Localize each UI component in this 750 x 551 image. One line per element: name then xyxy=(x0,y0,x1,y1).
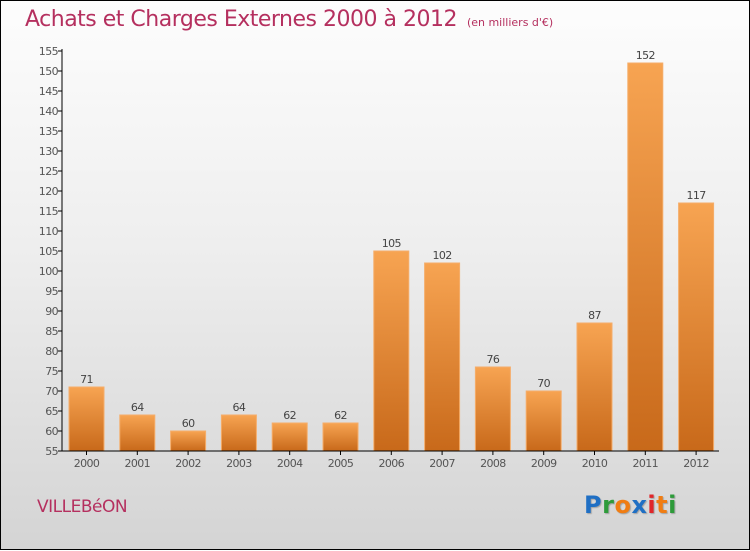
logo-letter-2: o xyxy=(614,491,632,519)
x-tick-label-2010: 2010 xyxy=(582,457,608,470)
value-label-2008: 76 xyxy=(486,353,499,366)
y-tick-label-80: 80 xyxy=(45,345,58,358)
logo-letter-5: t xyxy=(656,491,669,519)
bar-2008 xyxy=(474,366,511,452)
y-tick-label-150: 150 xyxy=(39,65,59,78)
y-tick-label-145: 145 xyxy=(39,85,59,98)
y-tick-label-90: 90 xyxy=(45,305,58,318)
chart-unit-label: (en milliers d'€) xyxy=(466,16,554,29)
bar-2010 xyxy=(576,322,613,452)
y-tick-label-65: 65 xyxy=(45,405,58,418)
bar-2007 xyxy=(424,262,461,452)
y-axis: 55 60 65 70 75 80 85 90 95 100 105 110 115 120 125 130 1… xyxy=(39,45,63,458)
bar-2005 xyxy=(322,422,359,452)
bar-2004 xyxy=(271,422,308,452)
value-label-2006: 105 xyxy=(382,237,402,250)
y-tick-label-135: 135 xyxy=(39,125,59,138)
x-tick-label-2005: 2005 xyxy=(328,457,354,470)
x-tick-label-2001: 2001 xyxy=(124,457,150,470)
logo-letter-6: i xyxy=(668,491,677,519)
y-tick-label-130: 130 xyxy=(39,145,59,158)
bar-2000 xyxy=(68,386,105,452)
y-tick-label-85: 85 xyxy=(45,325,58,338)
y-tick-label-155: 155 xyxy=(39,45,59,58)
chart-title-text: Achats et Charges Externes 2000 à 2012 xyxy=(25,7,457,32)
y-tick-label-70: 70 xyxy=(45,385,58,398)
commune-name: VILLEBéON xyxy=(37,497,128,517)
x-tick-label-2008: 2008 xyxy=(480,457,506,470)
value-label-2005: 62 xyxy=(334,409,347,422)
x-tick-label-2003: 2003 xyxy=(226,457,252,470)
y-tick-label-100: 100 xyxy=(39,265,59,278)
bar-2006 xyxy=(373,250,410,452)
x-tick-label-2011: 2011 xyxy=(632,457,658,470)
y-tick-label-125: 125 xyxy=(39,165,59,178)
chart-title: Achats et Charges Externes 2000 à 2012 (e… xyxy=(25,7,553,32)
x-tick-label-2002: 2002 xyxy=(175,457,201,470)
value-label-2011: 152 xyxy=(636,49,655,62)
bar-2003 xyxy=(220,414,257,452)
logo-letter-4: i xyxy=(647,491,657,519)
value-label-2001: 64 xyxy=(131,401,144,414)
value-label-2012: 117 xyxy=(686,189,706,202)
value-label-2000: 71 xyxy=(80,373,93,386)
x-axis: 2000 2001 2002 2003 2004 2005 2006 2007 2008 2009… xyxy=(62,450,719,470)
y-tick-label-110: 110 xyxy=(39,225,59,238)
proxiti-logo[interactable]: Proxiti xyxy=(584,491,677,519)
value-label-2007: 102 xyxy=(432,249,451,262)
value-label-2002: 60 xyxy=(182,417,195,430)
logo-letter-1: r xyxy=(602,491,615,519)
x-tick-label-2012: 2012 xyxy=(683,457,709,470)
bar-2002 xyxy=(170,430,207,452)
y-tick-label-140: 140 xyxy=(39,105,59,118)
y-tick-label-55: 55 xyxy=(45,445,58,458)
y-tick-label-95: 95 xyxy=(45,285,58,298)
value-label-2003: 64 xyxy=(232,401,245,414)
y-tick-label-60: 60 xyxy=(45,425,58,438)
value-label-2009: 70 xyxy=(537,377,550,390)
logo-letter-3: x xyxy=(631,491,648,519)
bar-2009 xyxy=(525,390,562,452)
x-tick-label-2007: 2007 xyxy=(429,457,455,470)
bars-group: 71 64 60 64 62 62 105 102 76 70 87 152 117 xyxy=(68,49,715,452)
x-tick-label-2004: 2004 xyxy=(277,457,303,470)
bar-2012 xyxy=(678,202,715,452)
y-tick-label-120: 120 xyxy=(39,185,59,198)
bar-2011 xyxy=(627,62,664,452)
y-tick-label-105: 105 xyxy=(39,245,59,258)
x-tick-label-2006: 2006 xyxy=(378,457,404,470)
value-label-2010: 87 xyxy=(588,309,601,322)
y-tick-label-75: 75 xyxy=(45,365,58,378)
logo-letter-0: P xyxy=(584,491,603,519)
x-tick-label-2009: 2009 xyxy=(531,457,557,470)
x-tick-label-2000: 2000 xyxy=(74,457,100,470)
value-label-2004: 62 xyxy=(283,409,296,422)
y-tick-label-115: 115 xyxy=(39,205,59,218)
bar-2001 xyxy=(119,414,156,452)
